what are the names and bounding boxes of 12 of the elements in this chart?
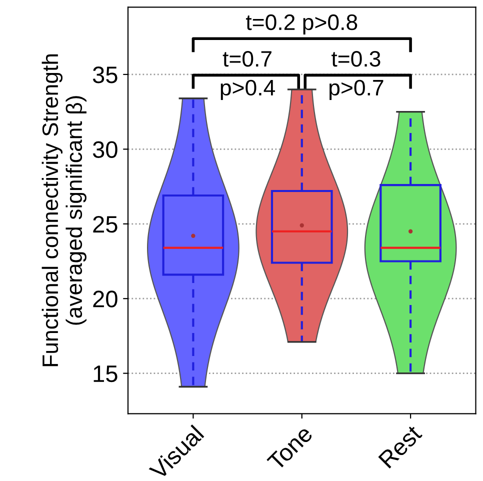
annotation: t=0.3 xyxy=(332,50,380,67)
y-axis-title: Functional connectivity Strength (averaged significant β) xyxy=(42,54,86,366)
y-tick-label: 15 xyxy=(94,366,118,382)
y-tick-label: 35 xyxy=(92,66,118,84)
y-tick-label: 30 xyxy=(92,141,118,158)
annotation: t=0.2 p>0.8 xyxy=(246,14,358,35)
y-tick-label: 20 xyxy=(93,290,118,308)
annotation: p>0.4 xyxy=(220,80,275,100)
y-tick-label: 25 xyxy=(93,216,118,233)
annotation: t=0.7 xyxy=(222,50,272,67)
annotation: p>0.7 xyxy=(330,80,384,100)
x-tick-label: Tone xyxy=(266,424,314,472)
